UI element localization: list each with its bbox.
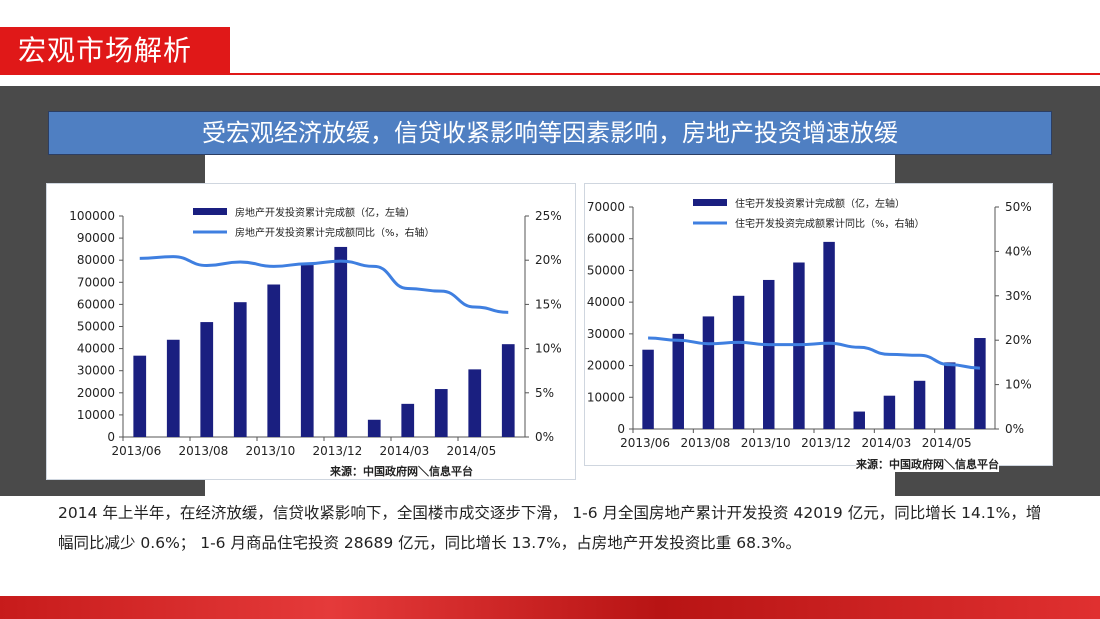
x-tick-label: 2013/08 — [680, 436, 730, 450]
headline-banner: 受宏观经济放缓，信贷收紧影响等因素影响，房地产投资增速放缓 — [48, 111, 1052, 155]
x-tick-label: 2013/08 — [178, 444, 228, 458]
x-tick-label: 2013/12 — [312, 444, 362, 458]
y-right-tick-label: 20% — [535, 253, 562, 267]
bar — [702, 316, 715, 429]
chart-source-1: 来源：中国政府网＼信息平台 — [330, 463, 473, 479]
legend-bar-swatch — [193, 208, 227, 215]
x-tick-label: 2013/06 — [620, 436, 670, 450]
x-tick-label: 2014/05 — [446, 444, 496, 458]
y-right-tick-label: 50% — [1005, 200, 1032, 214]
x-tick-label: 2013/10 — [245, 444, 295, 458]
y-right-tick-label: 40% — [1005, 244, 1032, 258]
y-left-tick-label: 10000 — [587, 390, 625, 404]
y-left-tick-label: 40000 — [587, 295, 625, 309]
bar — [672, 333, 684, 429]
bar — [367, 419, 381, 437]
title-divider — [230, 73, 1100, 75]
bar — [334, 246, 348, 437]
bar — [883, 395, 896, 429]
bar — [300, 265, 314, 437]
series-line — [648, 336, 980, 370]
bar — [267, 284, 281, 437]
y-left-tick-label: 80000 — [77, 253, 115, 267]
y-right-tick-label: 25% — [535, 209, 562, 223]
x-tick-label: 2014/05 — [922, 436, 972, 450]
y-right-tick-label: 10% — [1005, 378, 1032, 392]
x-tick-label: 2013/12 — [801, 436, 851, 450]
y-left-tick-label: 70000 — [587, 200, 625, 214]
x-tick-label: 2014/03 — [861, 436, 911, 450]
legend-line-label: 住宅开发投资完成额累计同比（%，右轴） — [735, 217, 925, 230]
y-left-tick-label: 70000 — [77, 275, 115, 289]
bar — [913, 380, 926, 429]
bar — [944, 362, 956, 429]
y-left-tick-label: 90000 — [77, 231, 115, 245]
page-title: 宏观市场解析 — [0, 27, 230, 75]
bar — [434, 389, 448, 437]
bar — [233, 302, 247, 437]
chart-panel-total-investment: 0 10000 20000 30000 40000 50000 60000 70000 8000… — [46, 183, 576, 480]
y-left-tick-label: 0 — [617, 422, 625, 436]
y-left-tick-label: 20000 — [587, 359, 625, 373]
y-left-tick-label: 40000 — [77, 342, 115, 356]
bar — [732, 295, 745, 429]
series-line — [139, 255, 509, 314]
bar — [853, 411, 865, 429]
bar — [401, 403, 415, 437]
bar — [974, 338, 986, 429]
y-right-tick-label: 5% — [535, 386, 554, 400]
chart-source-2: 来源：中国政府网＼信息平台 — [856, 456, 999, 472]
bar — [166, 339, 180, 437]
y-left-tick-label: 30000 — [77, 364, 115, 378]
y-left-tick-label: 10000 — [77, 408, 115, 422]
y-left-tick-label: 50000 — [587, 263, 625, 277]
bar — [468, 369, 482, 437]
footer-band — [0, 592, 1100, 619]
y-left-tick-label: 100000 — [69, 209, 115, 223]
bar — [133, 355, 147, 437]
bar — [642, 349, 654, 429]
y-right-tick-label: 30% — [1005, 289, 1032, 303]
y-right-tick-label: 20% — [1005, 333, 1032, 347]
y-right-tick-label: 0% — [1005, 422, 1024, 436]
y-left-tick-label: 60000 — [77, 297, 115, 311]
bar — [763, 279, 775, 429]
x-tick-label: 2013/10 — [741, 436, 791, 450]
bar — [501, 344, 515, 437]
legend-bar-swatch — [693, 199, 727, 206]
y-left-tick-label: 30000 — [587, 327, 625, 341]
chart-panel-residential-investment: 0 10000 20000 30000 40000 50000 60000 70000 0% 10… — [584, 183, 1053, 466]
y-right-tick-label: 0% — [535, 430, 554, 444]
y-right-tick-label: 15% — [535, 297, 562, 311]
bar — [200, 322, 214, 437]
y-right-tick-label: 10% — [535, 342, 562, 356]
x-tick-label: 2013/06 — [111, 444, 161, 458]
legend-line-label: 房地产开发投资累计完成额同比（%，右轴） — [235, 226, 435, 239]
chart-residential-investment: 0 10000 20000 30000 40000 50000 60000 70000 0% 10… — [587, 197, 1032, 450]
chart-total-investment: 0 10000 20000 30000 40000 50000 60000 70000 8000… — [69, 206, 562, 458]
summary-paragraph: 2014 年上半年，在经济放缓，信贷收紧影响下，全国楼市成交逐步下滑， 1-6 … — [58, 504, 1042, 552]
header: 宏观市场解析 — [0, 0, 1100, 86]
legend-bar-label: 房地产开发投资累计完成额（亿，左轴） — [235, 206, 415, 219]
y-left-tick-label: 0 — [107, 430, 115, 444]
y-left-tick-label: 20000 — [77, 386, 115, 400]
bar — [823, 241, 835, 429]
legend-bar-label: 住宅开发投资累计完成额（亿，左轴） — [735, 197, 905, 210]
x-tick-label: 2014/03 — [379, 444, 429, 458]
y-left-tick-label: 50000 — [77, 320, 115, 334]
y-left-tick-label: 60000 — [587, 232, 625, 246]
